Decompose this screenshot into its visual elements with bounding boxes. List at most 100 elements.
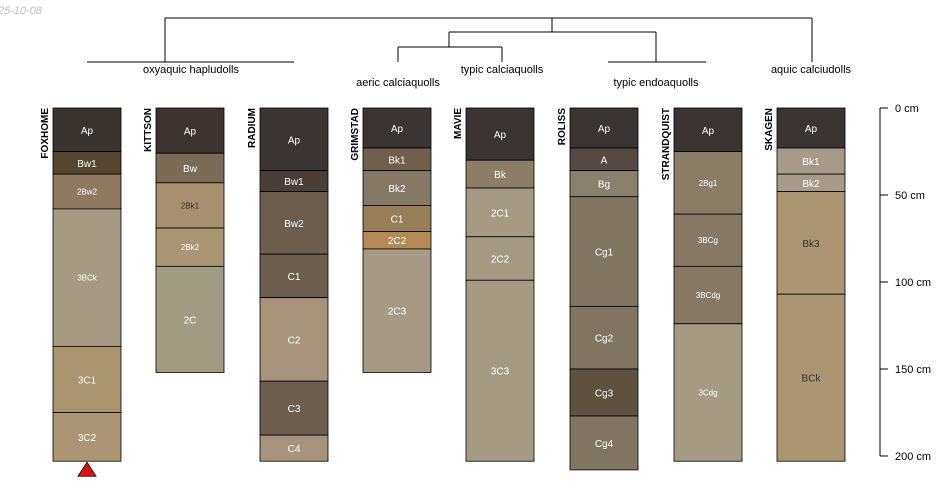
horizon-label: C1	[288, 272, 301, 283]
horizon-block	[259, 434, 329, 462]
horizon-label: Bw	[183, 164, 198, 175]
profile-name-label: ROLISS	[557, 108, 568, 146]
horizon-block	[776, 107, 846, 149]
horizon-block	[155, 107, 225, 154]
horizon-block	[259, 297, 329, 382]
horizon-label: 2C	[184, 315, 197, 326]
profile-name-label: FOXHOME	[40, 108, 51, 159]
horizon-label: Bg	[598, 180, 610, 191]
depth-tick-label: 150 cm	[895, 364, 931, 376]
profile-name-label: SKAGEN	[764, 108, 775, 151]
horizon-block	[259, 253, 329, 299]
horizon-block	[673, 323, 743, 462]
horizon-block	[673, 107, 743, 152]
horizon-label: 2C3	[388, 307, 407, 318]
horizon-label: Bk2	[388, 184, 406, 195]
horizon-block	[362, 248, 432, 373]
horizon-label: A	[601, 155, 608, 166]
horizon-block	[569, 196, 639, 307]
horizon-label: Ap	[184, 127, 197, 138]
subgroup-label: typic endoaquolls	[613, 77, 699, 89]
horizon-block	[155, 182, 225, 229]
horizon-label: 3C3	[491, 367, 510, 378]
horizon-label: Ap	[494, 130, 507, 141]
depth-tick-label: 100 cm	[895, 277, 931, 289]
horizon-label: Ap	[391, 124, 404, 135]
horizon-block	[52, 208, 122, 347]
profile-name-label: MAVIE	[453, 108, 464, 139]
horizon-label: 3C1	[78, 375, 97, 386]
horizon-label: Bk1	[802, 157, 820, 168]
horizon-label: 2Bw2	[77, 188, 98, 197]
horizon-block	[776, 191, 846, 295]
horizon-block	[52, 345, 122, 413]
horizon-block	[362, 205, 432, 232]
horizon-block	[52, 107, 122, 152]
horizon-label: 2Bk2	[181, 243, 200, 252]
horizon-label: Cg3	[595, 388, 614, 399]
horizon-label: Bk	[494, 170, 507, 181]
horizon-block	[465, 236, 535, 281]
horizon-block	[259, 191, 329, 255]
horizon-block	[465, 159, 535, 189]
horizon-block	[673, 213, 743, 267]
horizon-label: Cg2	[595, 334, 614, 345]
horizon-label: 3BCdg	[696, 291, 720, 300]
horizon-block	[673, 151, 743, 215]
horizon-label: Bk3	[802, 239, 820, 250]
depth-tick-label: 0 cm	[895, 103, 919, 115]
horizon-block	[569, 305, 639, 370]
horizon-label: 2C1	[491, 208, 510, 219]
profile-name-label: RADIUM	[247, 108, 258, 148]
profile-name-label: KITTSON	[143, 108, 154, 152]
horizon-block	[465, 107, 535, 161]
horizon-block	[569, 107, 639, 149]
horizon-label: 2Bg1	[699, 179, 718, 188]
horizon-block	[465, 279, 535, 462]
horizon-label: 3Cdg	[698, 388, 717, 397]
horizon-label: BCk	[802, 374, 822, 385]
horizon-block	[155, 265, 225, 373]
horizon-label: C4	[288, 444, 301, 455]
depth-marker-triangle	[77, 461, 97, 477]
profile-name-label: STRANDQUIST	[661, 108, 672, 180]
horizon-label: 2C2	[491, 255, 510, 266]
horizon-block	[465, 187, 535, 238]
horizon-block	[362, 107, 432, 149]
horizon-block	[52, 412, 122, 462]
horizon-label: Bw2	[284, 219, 304, 230]
subgroup-label: aquic calciudolls	[771, 64, 852, 76]
subgroup-label: typic calciaquolls	[461, 64, 544, 76]
horizon-label: Bw1	[284, 177, 304, 188]
horizon-label: 3BCg	[698, 236, 718, 245]
horizon-label: Ap	[598, 124, 611, 135]
horizon-label: 3BCk	[77, 274, 98, 283]
horizon-label: Ap	[702, 126, 715, 137]
subgroup-label: aeric calciaquolls	[356, 77, 440, 89]
horizon-block	[259, 380, 329, 436]
horizon-block	[52, 173, 122, 210]
horizon-block	[776, 293, 846, 462]
horizon-label: C3	[288, 404, 301, 415]
depth-tick-label: 200 cm	[895, 451, 931, 463]
horizon-label: Bk1	[388, 155, 406, 166]
horizon-label: 3C2	[78, 433, 97, 444]
horizon-label: Cg4	[595, 439, 614, 450]
horizon-label: 2Bk1	[181, 201, 200, 210]
horizon-block	[569, 170, 639, 198]
horizon-label: Cg1	[595, 248, 614, 259]
horizon-label: Bw1	[77, 159, 97, 170]
horizon-label: C1	[391, 214, 404, 225]
profile-name-label: GRIMSTAD	[350, 108, 361, 161]
horizon-block	[776, 147, 846, 175]
subgroup-label: oxyaquic hapludolls	[143, 64, 240, 76]
horizon-label: Ap	[805, 124, 818, 135]
horizon-label: Bk2	[802, 179, 820, 190]
horizon-block	[155, 227, 225, 267]
horizon-label: C2	[288, 335, 301, 346]
horizon-label: Ap	[288, 135, 301, 146]
horizon-label: 2C2	[388, 236, 407, 247]
horizon-label: Ap	[81, 126, 94, 137]
horizon-block	[569, 415, 639, 471]
